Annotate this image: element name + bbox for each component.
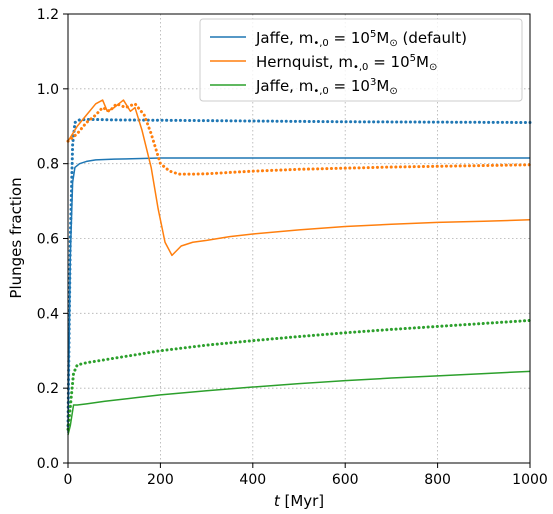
- y-tick-label: 0.0: [37, 456, 59, 472]
- series-jaffe-1e3-dotted: [66, 318, 532, 431]
- y-axis-ticks: 0.0 0.2 0.4 0.6 0.8 1.0 1.2: [37, 7, 68, 472]
- y-axis-label: Plunges fraction: [7, 177, 25, 298]
- legend-1-sub: •,0: [353, 62, 368, 73]
- y-tick-label: 0.2: [37, 381, 59, 397]
- y-tick-label: 0.4: [37, 306, 59, 322]
- legend: Jaffe, m•,0 = 105M⊙ (default) Hernquist,…: [199, 18, 523, 102]
- y-tick-label: 0.8: [37, 157, 59, 173]
- x-axis-label-variable: t: [274, 492, 281, 510]
- legend-0-text-b: = 10: [329, 29, 370, 47]
- legend-box: [199, 18, 523, 102]
- x-axis-ticks: 0 200 400 600 800 1000: [64, 463, 548, 488]
- y-tick-label: 1.2: [37, 7, 59, 23]
- series-jaffe-1e5-dotted: [66, 118, 532, 428]
- series-hernquist-1e5-dotted: [66, 102, 532, 176]
- legend-0-text-a: Jaffe, m: [255, 29, 313, 47]
- legend-0-sup: 5: [370, 29, 376, 40]
- legend-entry-jaffe-1e3: Jaffe, m•,0 = 103M⊙: [255, 77, 398, 97]
- legend-0-sub2: ⊙: [389, 38, 397, 49]
- legend-2-text-b: = 10: [329, 77, 370, 95]
- x-axis-label: t [Myr]: [274, 492, 324, 510]
- x-tick-label: 0: [64, 472, 73, 488]
- y-tick-label: 1.0: [37, 82, 59, 98]
- legend-1-text-a: Hernquist, m: [256, 53, 353, 71]
- legend-2-text-a: Jaffe, m: [255, 77, 313, 95]
- legend-entry-hernquist-1e5: Hernquist, m•,0 = 105M⊙: [256, 53, 437, 73]
- legend-2-sub: •,0: [313, 86, 328, 97]
- y-tick-label: 0.6: [37, 232, 59, 248]
- x-tick-label: 200: [147, 472, 174, 488]
- x-tick-label: 400: [239, 472, 266, 488]
- legend-2-sup: 3: [370, 77, 376, 88]
- legend-1-sup: 5: [410, 53, 416, 64]
- legend-1-sub2: ⊙: [429, 62, 437, 73]
- legend-entry-jaffe-1e5: Jaffe, m•,0 = 105M⊙ (default): [255, 29, 467, 49]
- legend-0-text-d: (default): [398, 29, 467, 47]
- legend-2-sub2: ⊙: [389, 86, 397, 97]
- legend-1-text-c: M: [416, 53, 429, 71]
- x-tick-label: 800: [424, 472, 451, 488]
- series-jaffe-1e3-solid: [67, 370, 531, 436]
- series-jaffe-1e5-solid: [67, 157, 530, 434]
- legend-0-sub: •,0: [313, 38, 328, 49]
- legend-0-text-c: M: [376, 29, 389, 47]
- legend-2-text-c: M: [376, 77, 389, 95]
- x-axis-label-unit: [Myr]: [280, 492, 324, 510]
- x-tick-label: 600: [332, 472, 359, 488]
- legend-1-text-b: = 10: [368, 53, 409, 71]
- series-hernquist-1e5-solid: [67, 99, 531, 257]
- x-tick-label: 1000: [512, 472, 548, 488]
- series-lines: [66, 99, 532, 436]
